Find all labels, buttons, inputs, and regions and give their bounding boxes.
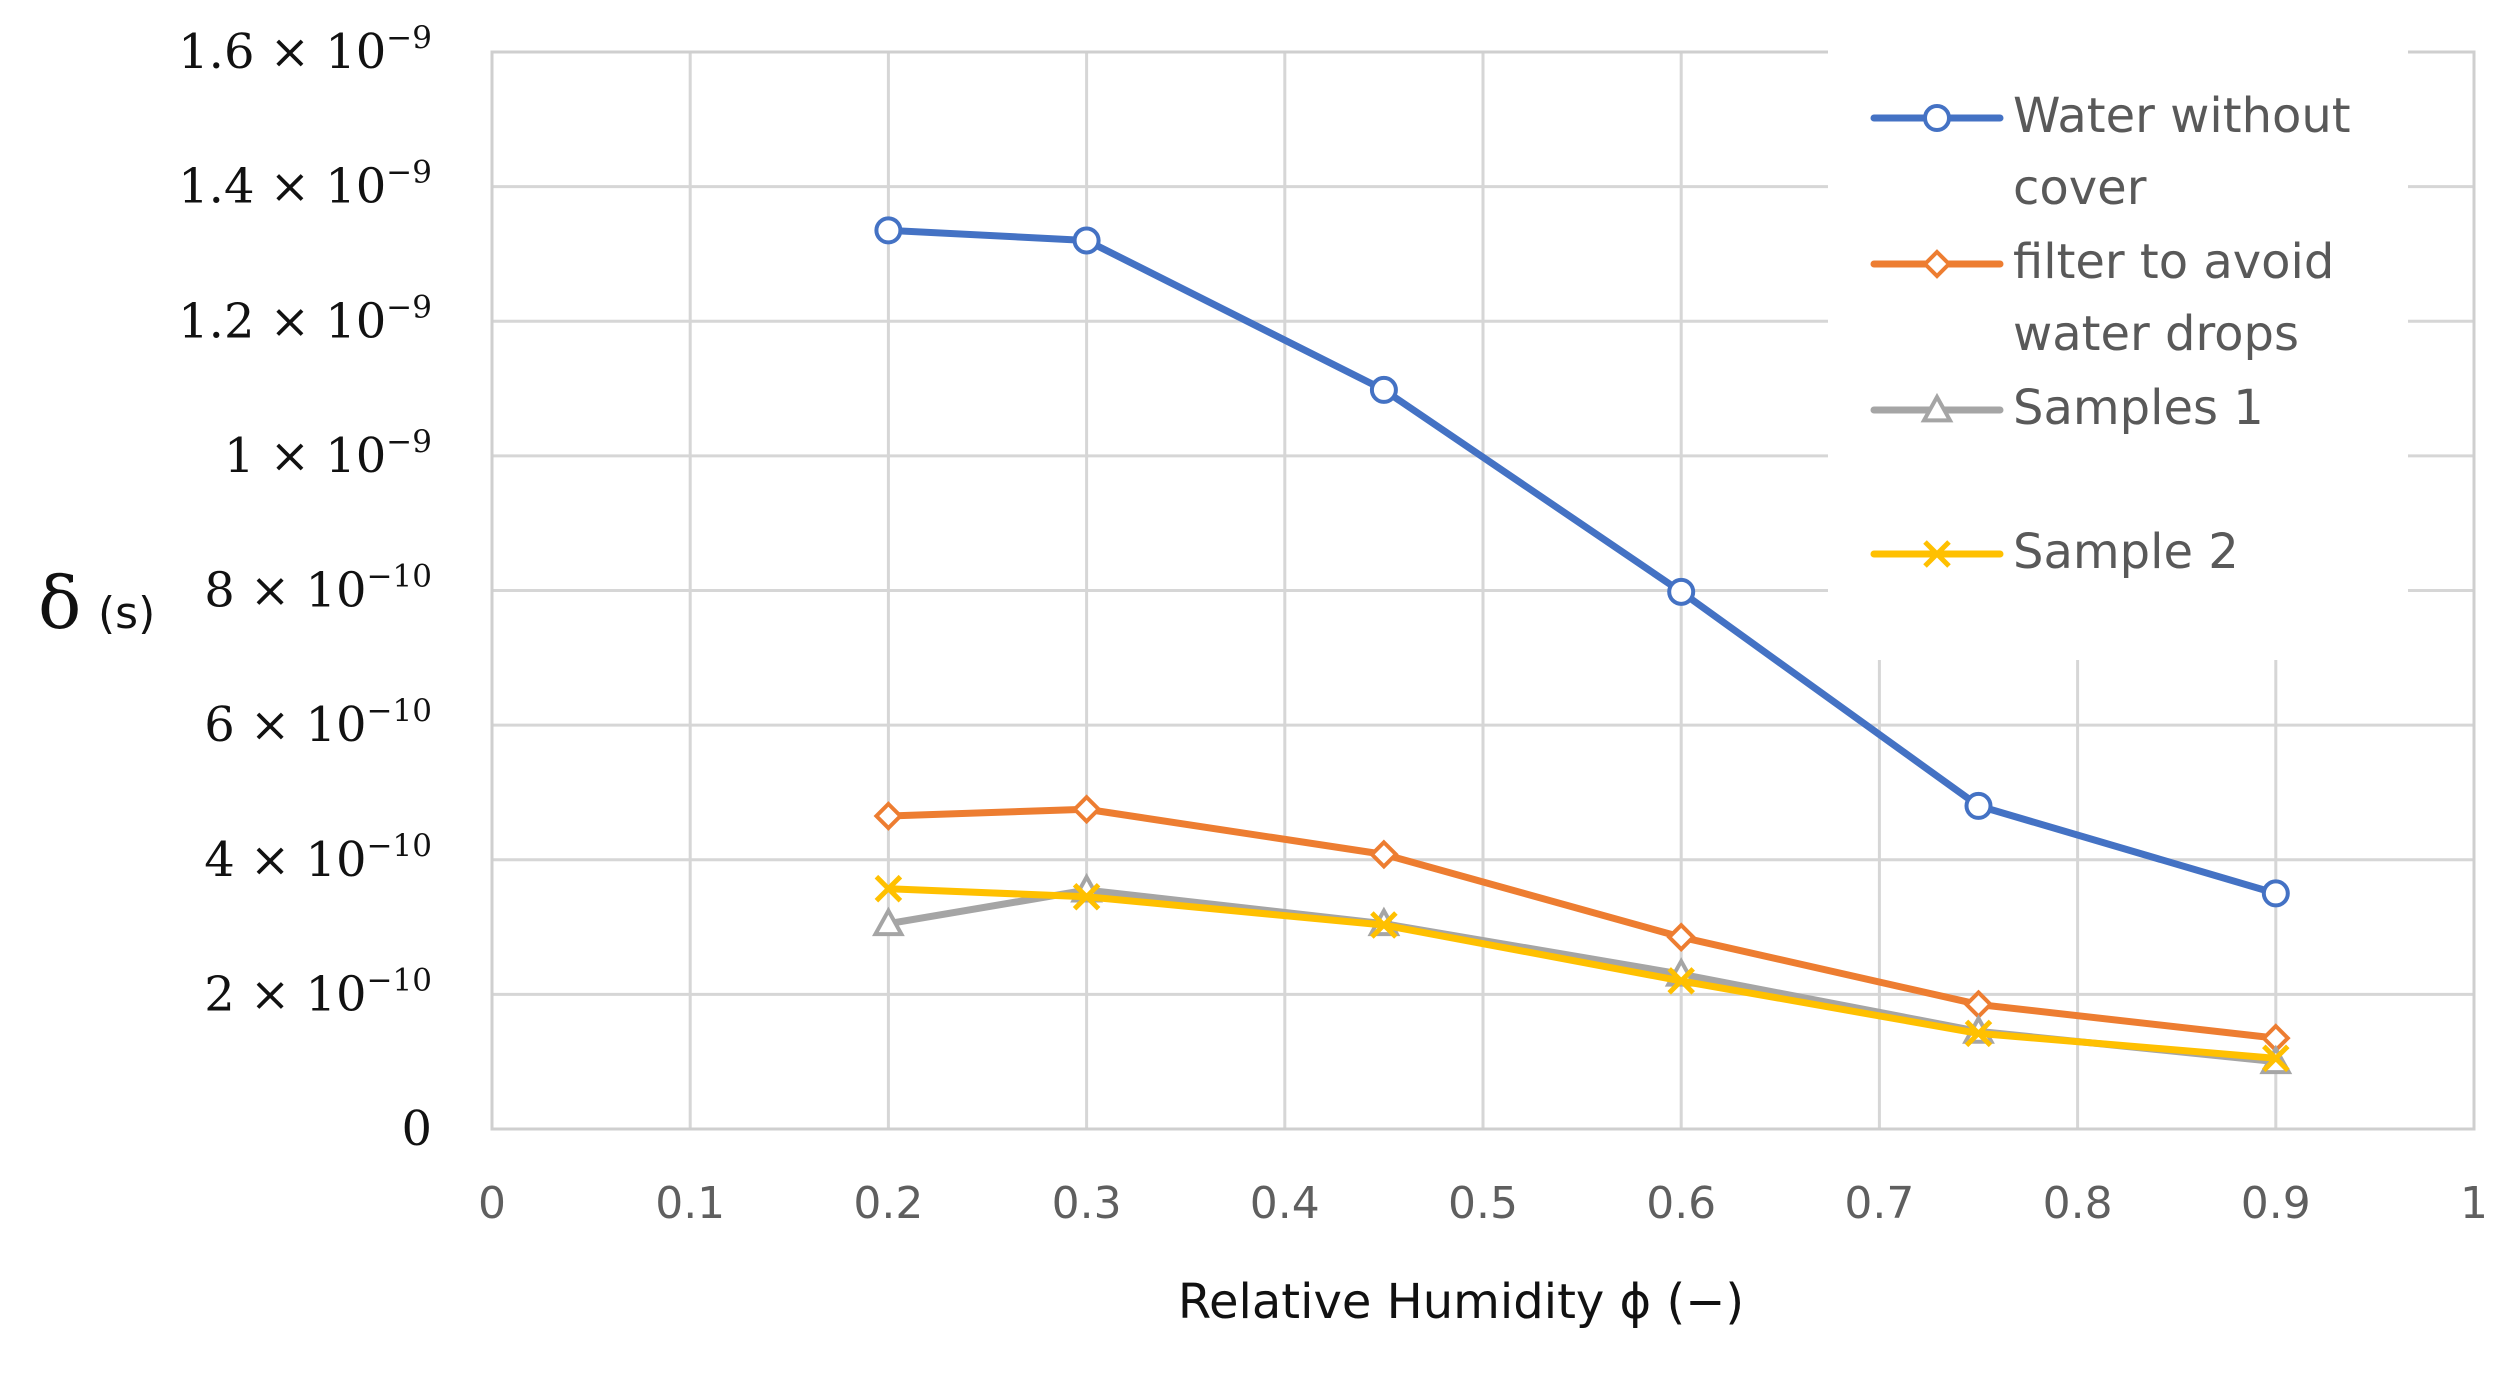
x-tick-label: 0.4 xyxy=(1250,1178,1320,1229)
y-tick-mantissa: 1.4 × 10 xyxy=(178,159,386,215)
y-tick-label: 0 xyxy=(401,1101,432,1157)
series-line xyxy=(884,885,2280,1062)
legend-label: cover xyxy=(2013,160,2147,216)
data-point xyxy=(1963,989,1994,1020)
y-tick-mantissa: 6 × 10 xyxy=(204,697,366,753)
plot-border xyxy=(490,50,2476,1131)
y-tick-exponent: −9 xyxy=(386,289,432,325)
series-group xyxy=(872,216,2293,1075)
data-point xyxy=(874,216,903,245)
y-tick-exponent: −9 xyxy=(386,155,432,191)
data-point xyxy=(1667,577,1696,606)
y-tick-exponent: −10 xyxy=(367,559,432,595)
series-line xyxy=(884,226,2280,897)
axis-labels: Relative Humidity ϕ (−) δ (s) xyxy=(38,561,1744,1330)
legend: Water without cover filter to avoid water d… xyxy=(1828,50,2408,660)
x-tick-label: 0.8 xyxy=(2043,1178,2113,1229)
plot-frame xyxy=(490,50,2476,1131)
x-tick-label: 0.9 xyxy=(2241,1178,2311,1229)
y-tick-label: 8 × 10−10 xyxy=(204,559,432,619)
legend-swatch-marker xyxy=(1920,392,1954,423)
y-axis-ticks: 02 × 10−104 × 10−106 × 10−108 × 10−101 ×… xyxy=(178,20,432,1157)
series-line xyxy=(884,886,2280,1066)
y-tick-exponent: −10 xyxy=(367,962,432,998)
legend-entry: Sample 2 xyxy=(1870,524,2239,580)
x-tick-label: 0 xyxy=(478,1178,506,1229)
x-tick-label: 0.3 xyxy=(1052,1178,1122,1229)
data-point xyxy=(1072,883,1101,911)
data-point xyxy=(1369,839,1399,870)
y-tick-mantissa: 1 × 10 xyxy=(224,428,386,484)
data-point xyxy=(2262,1044,2290,1073)
legend-label: Water without xyxy=(2013,88,2351,144)
y-axis-label-symbol: δ xyxy=(38,561,81,645)
data-point xyxy=(1072,226,1101,255)
series-water-without-cover xyxy=(874,216,2290,908)
data-point xyxy=(874,874,903,903)
data-point xyxy=(1964,791,1993,820)
data-point xyxy=(1370,911,1398,939)
x-axis-ticks: 0 0.1 0.2 0.3 0.4 0.5 0.6 0.7 0.8 0.9 1 xyxy=(478,1178,2488,1229)
x-tick-label: 0.1 xyxy=(655,1178,725,1229)
data-point xyxy=(1666,922,1697,952)
y-tick-mantissa: 2 × 10 xyxy=(204,966,366,1022)
y-tick-exponent: −9 xyxy=(386,424,432,460)
y-tick-mantissa: 1.2 × 10 xyxy=(178,293,386,349)
legend-background xyxy=(1828,50,2408,660)
y-tick-label: 1.2 × 10−9 xyxy=(178,289,432,349)
data-point xyxy=(2261,879,2290,908)
data-point xyxy=(1071,794,1102,825)
legend-label: Sample 2 xyxy=(2013,524,2239,580)
y-tick-label: 1 × 10−9 xyxy=(224,424,432,484)
legend-swatch-marker xyxy=(1923,104,1951,132)
x-tick-label: 1 xyxy=(2460,1178,2488,1229)
legend-label: filter to avoid xyxy=(2013,234,2334,290)
series-filter-to-avoid-water-drops xyxy=(873,794,2291,1053)
legend-entry: Water without cover xyxy=(1870,88,2351,216)
data-point xyxy=(1964,1019,1993,1048)
y-tick-mantissa: 8 × 10 xyxy=(204,563,366,619)
legend-label: water drops xyxy=(2013,306,2299,362)
x-tick-label: 0.6 xyxy=(1646,1178,1716,1229)
x-tick-label: 0.5 xyxy=(1448,1178,1518,1229)
x-tick-label: 0.7 xyxy=(1844,1178,1914,1229)
y-tick-mantissa: 1.6 × 10 xyxy=(178,24,386,80)
legend-swatch-marker xyxy=(1923,540,1951,568)
legend-swatch-marker xyxy=(1922,249,1952,279)
data-point xyxy=(1667,967,1695,995)
y-tick-label: 2 × 10−10 xyxy=(204,962,432,1022)
y-tick-exponent: −10 xyxy=(367,693,432,729)
data-point xyxy=(872,906,905,937)
data-point xyxy=(873,801,904,831)
y-tick-label: 1.6 × 10−9 xyxy=(178,20,432,80)
y-tick-exponent: −9 xyxy=(386,20,432,56)
x-tick-label: 0.2 xyxy=(853,1178,923,1229)
data-point xyxy=(1369,375,1398,404)
series-sample-2 xyxy=(874,874,2290,1073)
y-tick-label: 6 × 10−10 xyxy=(204,693,432,753)
y-tick-mantissa: 4 × 10 xyxy=(204,832,366,888)
x-axis-label: Relative Humidity ϕ (−) xyxy=(1178,1274,1744,1330)
legend-label: Samples 1 xyxy=(2013,380,2264,436)
legend-entry: Samples 1 xyxy=(1870,380,2264,436)
legend-entry: filter to avoid water drops xyxy=(1870,234,2334,362)
series-line xyxy=(884,805,2280,1042)
y-tick-exponent: −10 xyxy=(367,828,432,864)
y-tick-label: 1.4 × 10−9 xyxy=(178,155,432,215)
y-tick-label: 4 × 10−10 xyxy=(204,828,432,888)
y-tick-mantissa: 0 xyxy=(401,1101,432,1157)
y-axis-label-unit: (s) xyxy=(98,588,155,639)
